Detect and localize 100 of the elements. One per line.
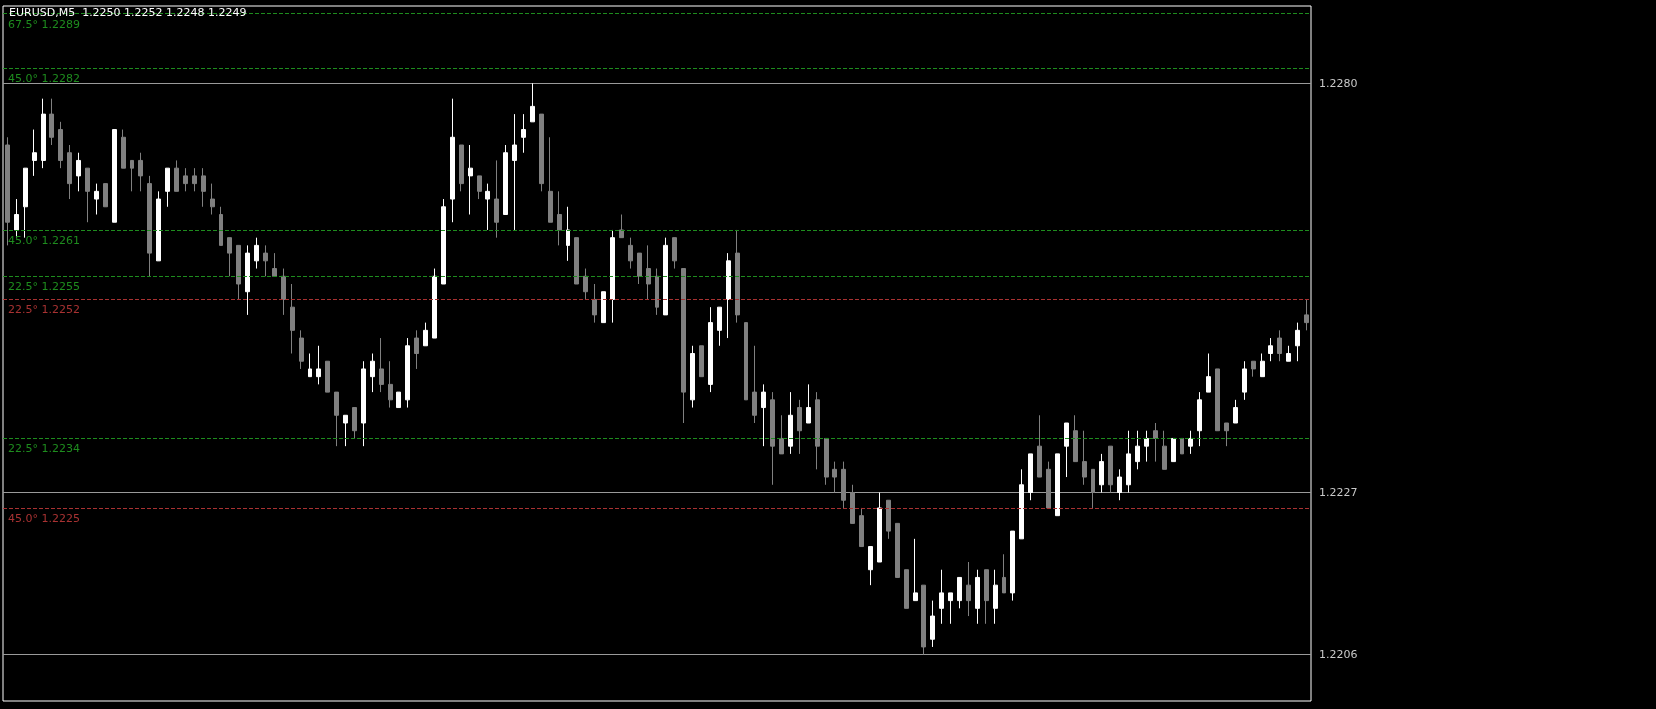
candlestick	[957, 576, 962, 609]
candlestick	[121, 129, 126, 169]
candlestick	[405, 337, 410, 409]
candlestick	[1135, 430, 1140, 470]
candlestick	[334, 391, 339, 447]
ref-line-label: 22.5° 1.2252	[8, 303, 80, 317]
candlestick	[138, 152, 143, 192]
candlestick	[308, 353, 312, 378]
candlestick	[485, 183, 490, 231]
candlestick	[423, 322, 428, 347]
candlestick	[85, 167, 90, 223]
candlestick	[1153, 422, 1158, 463]
candlestick	[49, 98, 54, 146]
candlestick	[646, 244, 651, 300]
candlestick	[1251, 360, 1256, 378]
candlestick	[281, 268, 286, 316]
candlestick	[1055, 453, 1060, 517]
candlestick	[468, 144, 473, 215]
candlestick	[530, 82, 535, 123]
candlestick	[628, 237, 633, 270]
candlestick	[503, 144, 508, 215]
candlestick	[414, 329, 419, 370]
candlestick	[868, 546, 873, 586]
candlestick	[512, 113, 517, 231]
candlestick	[850, 484, 855, 524]
candlestick	[227, 237, 232, 277]
candlestick	[263, 244, 268, 277]
candlestick	[592, 283, 597, 324]
candlestick	[1224, 422, 1229, 447]
candlestick	[245, 244, 250, 316]
candlestick	[913, 538, 918, 602]
candlestick	[1073, 414, 1078, 463]
candlestick	[459, 144, 464, 192]
candlestick	[895, 522, 900, 578]
candlestick	[735, 229, 740, 324]
candlestick	[583, 268, 588, 300]
candlestick	[370, 353, 375, 393]
candlestick	[690, 345, 695, 409]
candlestick	[94, 183, 99, 215]
candlestick	[1019, 468, 1024, 540]
candlestick	[1286, 345, 1291, 362]
candlestick	[183, 167, 188, 192]
candlestick	[921, 584, 926, 656]
candlestick	[672, 237, 677, 270]
candlestick	[1108, 445, 1113, 493]
candlestick	[477, 175, 482, 200]
candlestick	[1233, 399, 1238, 424]
candlestick	[1099, 453, 1104, 493]
candlestick	[396, 391, 401, 409]
candlestick	[761, 383, 766, 447]
candlestick	[41, 98, 46, 169]
candlestick	[663, 237, 668, 316]
candlestick	[521, 113, 526, 154]
candlestick	[1037, 414, 1042, 478]
candlestick	[708, 306, 713, 393]
candlestick	[993, 569, 998, 625]
ref-line-label: 22.5° 1.2255	[8, 280, 80, 294]
candlestick	[770, 391, 775, 486]
candlestick	[58, 121, 63, 169]
candlestick	[1215, 368, 1220, 432]
candlestick	[210, 183, 215, 215]
candlestick	[1082, 430, 1087, 486]
candlestick	[566, 206, 570, 262]
candlestick	[388, 360, 393, 409]
candlestick	[450, 98, 455, 223]
candlestick	[557, 190, 562, 246]
candlestick	[815, 391, 820, 470]
candlestick	[859, 507, 864, 548]
candlestick	[752, 345, 757, 424]
candlestick	[788, 391, 793, 455]
candlestick	[779, 414, 784, 455]
candlestick	[904, 569, 909, 609]
candlestick	[112, 129, 117, 223]
candlestick	[824, 437, 829, 486]
candlestick	[103, 183, 108, 208]
candlestick	[1295, 322, 1300, 362]
y-tick-label: 1.2227	[1319, 486, 1358, 499]
candlestick	[147, 175, 152, 277]
candlestick	[1304, 298, 1309, 331]
candlestick	[1117, 468, 1122, 501]
ref-line-label: 67.5° 1.2289	[8, 17, 80, 31]
candlestick	[1002, 553, 1006, 594]
candlestick	[655, 268, 659, 316]
candlestick	[601, 291, 606, 324]
candlestick	[316, 345, 321, 385]
candlestick	[744, 322, 748, 401]
candlestick	[886, 499, 891, 540]
candlestick	[236, 244, 241, 300]
candlestick	[1180, 437, 1184, 455]
candlestick	[637, 252, 642, 285]
candlestick	[832, 461, 837, 493]
candlestick	[1028, 453, 1033, 501]
candlestick	[299, 329, 304, 370]
candlestick	[841, 461, 846, 509]
candlestick	[877, 492, 882, 563]
candlestick	[441, 198, 446, 285]
candlestick	[1206, 353, 1211, 393]
candlestick	[5, 136, 10, 246]
candlestick	[1197, 391, 1202, 447]
candlestick	[1064, 422, 1069, 478]
